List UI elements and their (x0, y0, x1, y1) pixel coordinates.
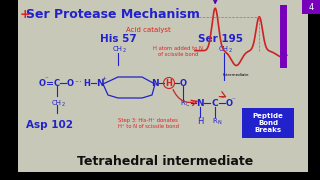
Text: 4: 4 (308, 3, 314, 12)
Text: ⁻: ⁻ (44, 76, 48, 82)
Text: 2: 2 (123, 48, 125, 53)
Text: ···: ··· (74, 78, 82, 87)
Text: Asp 102: Asp 102 (27, 120, 74, 130)
Text: N: N (96, 78, 104, 87)
Text: His 57: His 57 (100, 34, 136, 44)
Text: R: R (180, 100, 185, 106)
Text: H: H (165, 78, 172, 87)
Text: N: N (217, 120, 221, 125)
Text: Step 3: His-H⁺ donates
H⁺ to N of scissile bond: Step 3: His-H⁺ donates H⁺ to N of scissi… (118, 118, 179, 129)
Text: CH: CH (113, 46, 123, 52)
Text: O: O (226, 98, 233, 107)
Text: ⁻: ⁻ (231, 97, 235, 103)
Text: N: N (151, 78, 159, 87)
Bar (302, 0, 320, 14)
Text: O: O (38, 78, 45, 87)
Text: C: C (54, 78, 60, 87)
Text: 2: 2 (61, 102, 65, 107)
Text: Acid catalyst: Acid catalyst (126, 27, 170, 33)
Text: O: O (67, 78, 74, 87)
Text: N: N (196, 98, 204, 107)
Text: H: H (197, 116, 203, 125)
Text: +: + (20, 8, 31, 21)
Text: C: C (185, 102, 189, 107)
Text: Intermediate: Intermediate (223, 73, 250, 77)
Text: Ser Protease Mechanism: Ser Protease Mechanism (26, 8, 200, 21)
Text: R: R (212, 118, 217, 124)
Text: O: O (180, 78, 187, 87)
Text: CH: CH (52, 100, 62, 106)
Text: +: + (102, 76, 106, 82)
Bar (242, 108, 294, 138)
Text: Tetrahedral intermediate: Tetrahedral intermediate (77, 155, 253, 168)
Text: 2: 2 (228, 48, 232, 53)
Text: CH: CH (219, 46, 229, 52)
Text: Peptide
Bond
Breaks: Peptide Bond Breaks (252, 113, 284, 133)
Text: Ser 195: Ser 195 (197, 34, 243, 44)
Text: H: H (84, 78, 91, 87)
Text: H atom added to N
of scissile bond: H atom added to N of scissile bond (153, 46, 203, 57)
Text: C: C (212, 98, 218, 107)
